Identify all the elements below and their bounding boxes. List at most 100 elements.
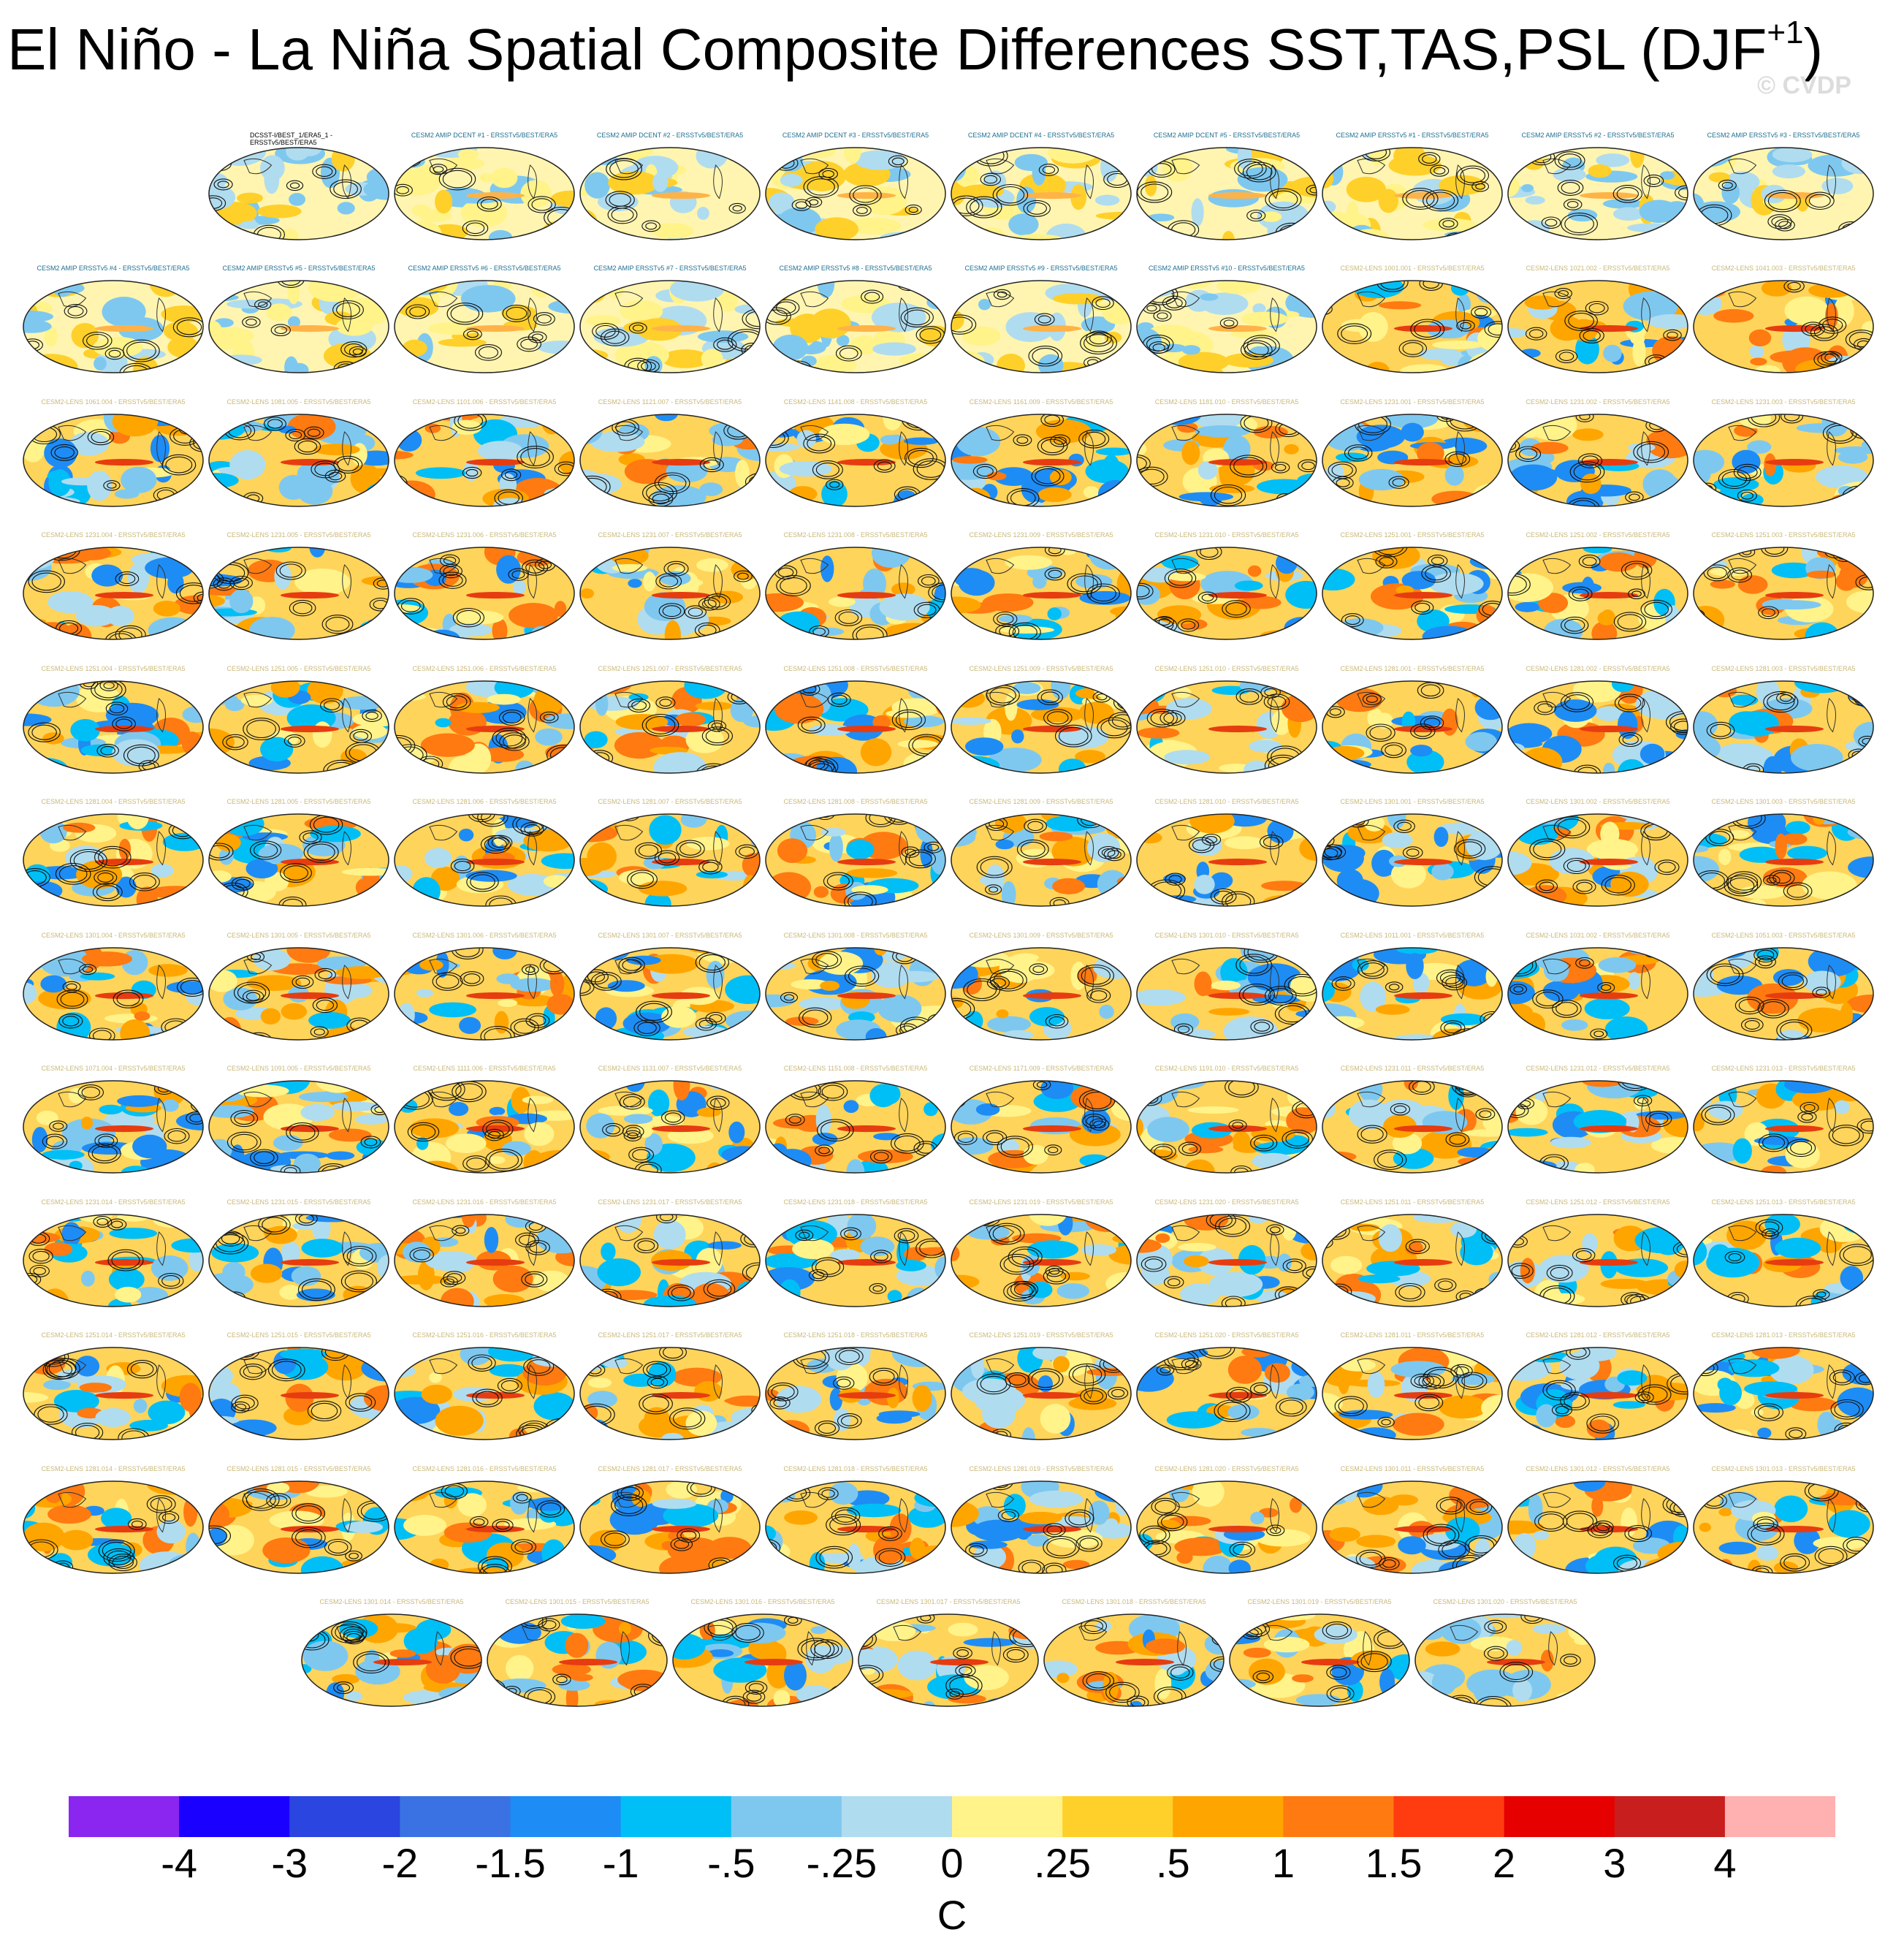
psl-contour	[710, 1098, 726, 1108]
psl-contour	[1048, 1268, 1060, 1275]
psl-contour	[1783, 281, 1805, 293]
map-border	[23, 414, 204, 507]
psl-contour	[1393, 819, 1415, 833]
psl-contour	[176, 977, 203, 997]
anomaly-patch	[644, 1295, 697, 1307]
psl-contour	[1564, 618, 1585, 632]
psl-contour	[280, 863, 312, 883]
anomaly-patch	[80, 972, 115, 981]
anomaly-patch	[1137, 948, 1165, 956]
psl-contour	[28, 722, 61, 742]
psl-contour	[1078, 429, 1110, 449]
anomaly-patch	[1508, 328, 1528, 338]
anomaly-patch	[395, 627, 442, 638]
psl-contour	[1024, 818, 1047, 834]
anomaly-patch	[644, 892, 671, 906]
map-plot	[951, 414, 1132, 507]
anomaly-patch	[1598, 957, 1637, 973]
anomaly-patch	[661, 1432, 684, 1440]
psl-contour	[1235, 688, 1263, 705]
anomaly-patch	[449, 1102, 469, 1117]
anomaly-patch	[1508, 219, 1517, 232]
anomaly-patch	[1070, 184, 1087, 210]
map-plot	[208, 414, 389, 507]
psl-contour	[1279, 1399, 1303, 1415]
anomaly-patch	[684, 681, 728, 699]
anomaly-patch	[289, 193, 306, 206]
anomaly-patch	[547, 994, 574, 1015]
anomaly-patch	[1330, 681, 1379, 685]
coastline	[1357, 1225, 1465, 1266]
map-plot	[579, 147, 761, 240]
psl-contour	[903, 1298, 920, 1307]
anomaly-patch	[628, 693, 649, 702]
psl-contour	[1706, 963, 1744, 986]
map-plot	[1136, 280, 1317, 373]
anomaly-patch	[1853, 1290, 1873, 1307]
panel-title: CESM2-LENS 1231.008 - ERSSTv5/BEST/ERA5	[783, 531, 928, 539]
psl-contour	[525, 561, 545, 574]
map-border	[1136, 1080, 1317, 1174]
psl-contour	[1322, 892, 1330, 903]
psl-contour	[1210, 888, 1237, 905]
psl-contour	[1137, 454, 1151, 473]
anomaly-patch	[877, 995, 922, 1023]
psl-contour	[30, 1349, 45, 1358]
psl-contour	[1546, 1382, 1572, 1399]
anomaly-patch	[685, 1410, 717, 1436]
map-plot	[579, 414, 761, 507]
psl-contour	[242, 989, 264, 1003]
map-panel: CESM2-LENS 1021.002 - ERSSTv5/BEST/ERA5	[1507, 265, 1689, 381]
psl-contour	[1590, 1028, 1608, 1040]
psl-contour	[1141, 183, 1169, 201]
psl-contour	[1096, 693, 1108, 701]
coastline	[614, 691, 723, 733]
psl-contour	[1366, 723, 1395, 742]
anomaly-patch	[489, 1364, 528, 1377]
psl-contour	[679, 842, 701, 856]
map-border	[23, 813, 204, 907]
anomaly-patch	[1396, 948, 1438, 954]
psl-contour	[1483, 761, 1502, 773]
anomaly-patch	[126, 814, 149, 829]
anomaly-patch	[1170, 1013, 1200, 1031]
psl-contour	[1858, 814, 1873, 825]
anomaly-patch	[94, 357, 107, 370]
panel-title: CESM2 AMIP ERSSTv5 #6 - ERSSTv5/BEST/ERA…	[408, 265, 561, 272]
enso-warm-tongue	[1765, 192, 1824, 199]
map-border	[208, 1347, 389, 1440]
anomaly-patch	[766, 1081, 787, 1092]
anomaly-patch	[75, 1356, 100, 1377]
panel-title: CESM2-LENS 1301.010 - ERSSTv5/BEST/ERA5	[1154, 932, 1299, 939]
coastline	[800, 558, 908, 599]
anomaly-patch	[488, 1347, 538, 1362]
enso-warm-tongue	[1208, 1259, 1267, 1266]
anomaly-patch	[865, 1028, 887, 1040]
map-border	[1507, 947, 1688, 1041]
psl-contour	[1634, 1391, 1654, 1404]
anomaly-patch	[853, 150, 906, 170]
anomaly-patch	[219, 354, 262, 366]
anomaly-patch	[288, 316, 300, 328]
psl-contour	[31, 572, 61, 591]
psl-contour	[1221, 1296, 1246, 1307]
psl-contour	[324, 469, 346, 483]
psl-contour	[1577, 453, 1603, 468]
psl-contour	[1448, 453, 1467, 465]
psl-contour	[346, 1247, 373, 1265]
anomaly-patch	[23, 881, 63, 901]
anomaly-patch	[919, 1155, 945, 1173]
psl-contour	[243, 1366, 263, 1378]
psl-contour	[953, 1130, 978, 1145]
psl-contour	[75, 1425, 100, 1440]
coastline	[614, 1225, 723, 1266]
anomaly-patch	[766, 1294, 808, 1304]
map-border	[394, 680, 575, 774]
anomaly-patch	[815, 1104, 831, 1136]
map-plot	[23, 1080, 204, 1174]
panel-title: CESM2-LENS 1231.002 - ERSSTv5/BEST/ERA5	[1526, 398, 1670, 406]
psl-contour	[897, 281, 921, 292]
psl-contour	[1070, 575, 1098, 593]
coastline	[1728, 558, 1836, 599]
anomaly-patch	[766, 427, 798, 438]
